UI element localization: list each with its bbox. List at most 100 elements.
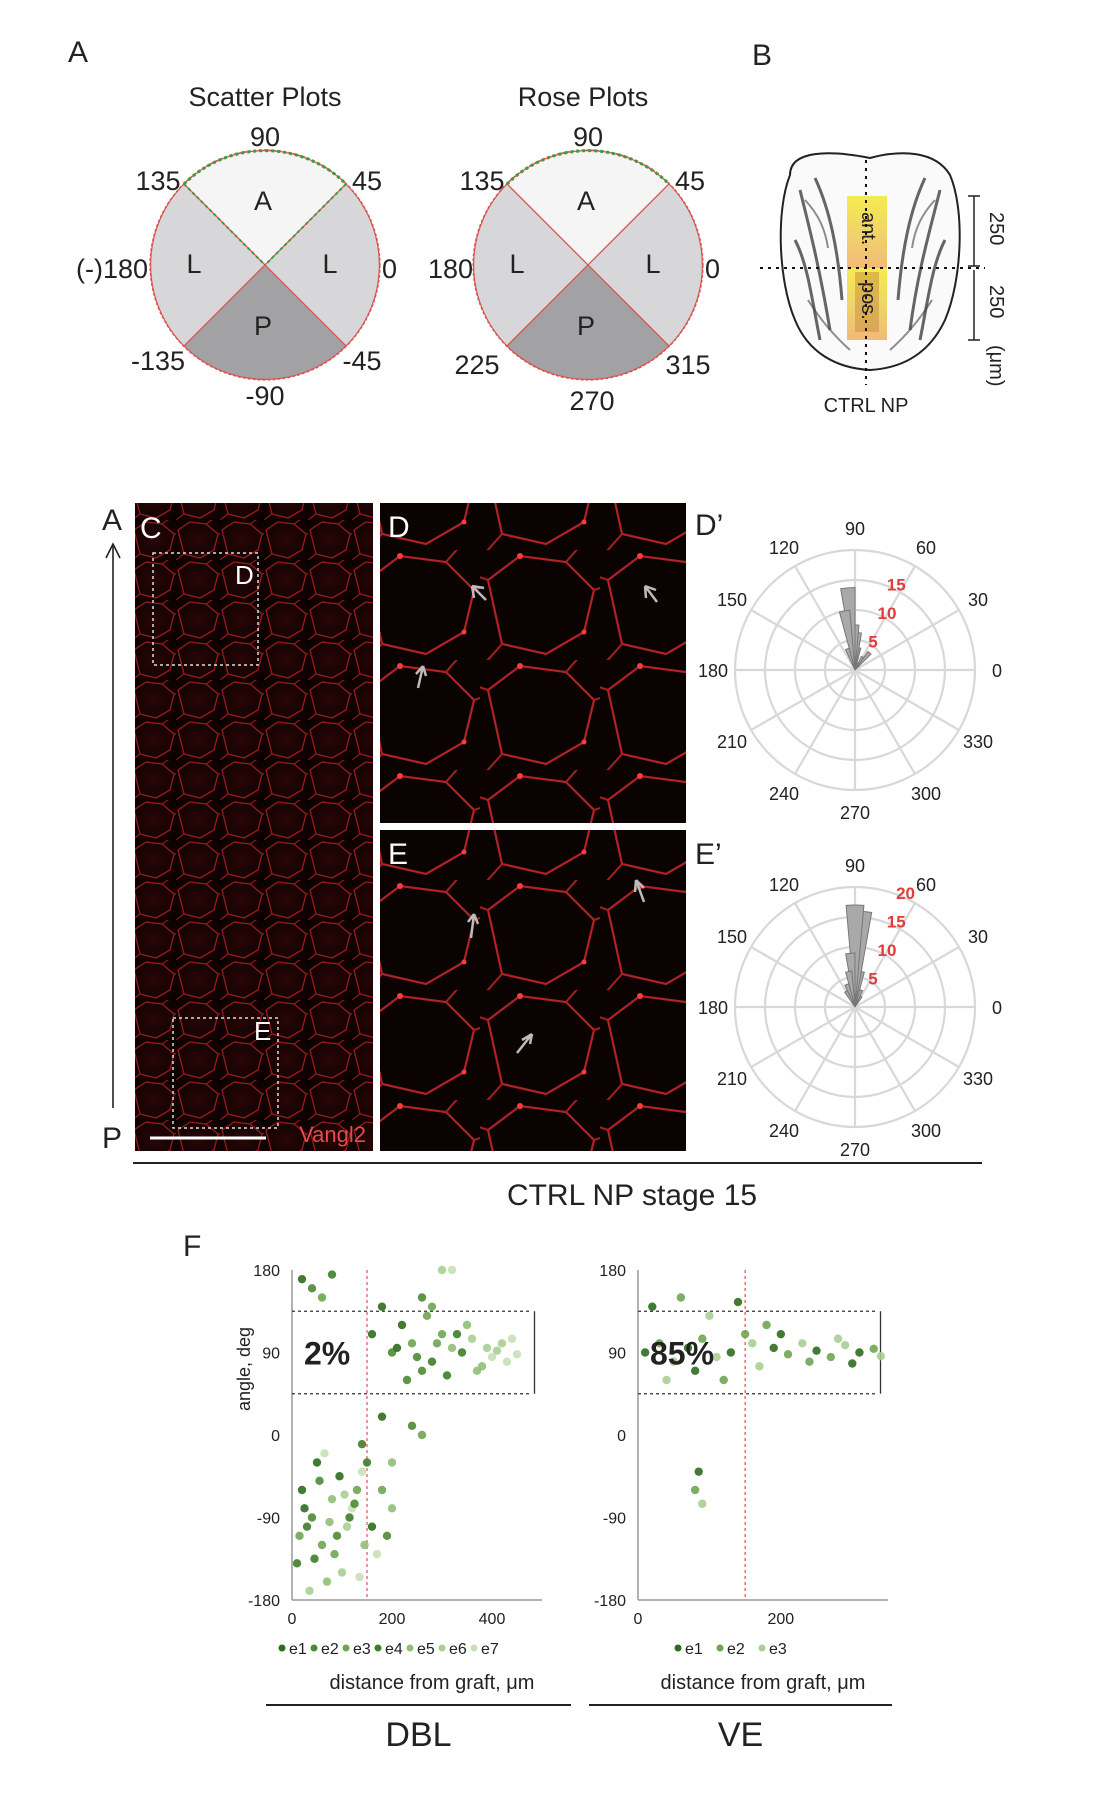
data-point bbox=[512, 1350, 522, 1359]
data-point bbox=[776, 1329, 786, 1339]
y-tick-label: -180 bbox=[594, 1593, 626, 1610]
angle-label: 45 bbox=[352, 166, 382, 196]
y-tick-label: 90 bbox=[608, 1346, 626, 1363]
data-point bbox=[387, 1458, 397, 1467]
rose-angle-label: 30 bbox=[968, 590, 988, 610]
data-point bbox=[422, 1311, 432, 1321]
data-point bbox=[317, 1540, 327, 1550]
data-point bbox=[407, 1339, 417, 1348]
rose-petal bbox=[854, 650, 872, 671]
data-point bbox=[292, 1559, 302, 1568]
rose-angle-label: 240 bbox=[769, 784, 799, 804]
data-point bbox=[694, 1467, 703, 1476]
rose-angle-label: 150 bbox=[717, 927, 747, 947]
anterior-label: ant. bbox=[857, 212, 879, 245]
y-tick-label: -180 bbox=[248, 1593, 280, 1610]
data-point bbox=[462, 1320, 472, 1330]
data-point bbox=[355, 1572, 364, 1582]
data-point bbox=[876, 1351, 886, 1361]
data-point bbox=[748, 1339, 757, 1348]
y-tick-label: 90 bbox=[262, 1346, 280, 1363]
rose-plot-diagram: Rose Plots A L L P 90 135 45 180 0 225 3… bbox=[428, 82, 720, 416]
data-point bbox=[392, 1343, 402, 1353]
micrograph-panel-c: A P C D E Vangl2 bbox=[102, 503, 373, 1155]
data-point bbox=[740, 1329, 750, 1339]
data-point bbox=[357, 1439, 367, 1449]
panel-label-b: B bbox=[752, 39, 772, 72]
data-point bbox=[472, 1366, 482, 1376]
percentage-annotation: 85% bbox=[650, 1336, 714, 1372]
rose-angle-label: 90 bbox=[845, 856, 865, 876]
scatter-plots-title: Scatter Plots bbox=[188, 82, 341, 112]
x-tick-label: 400 bbox=[479, 1611, 506, 1628]
angle-label: 270 bbox=[569, 386, 614, 416]
data-point bbox=[669, 1357, 678, 1366]
data-point bbox=[412, 1352, 422, 1362]
rose-angle-label: 270 bbox=[840, 803, 870, 823]
data-point bbox=[840, 1340, 850, 1350]
dimension-unit: (μm) bbox=[985, 345, 1007, 387]
angle-label: 0 bbox=[382, 254, 397, 284]
angle-label: 180 bbox=[428, 254, 473, 284]
data-point bbox=[387, 1504, 397, 1513]
ap-axis-p: P bbox=[102, 1122, 122, 1155]
data-point bbox=[826, 1352, 836, 1362]
data-point bbox=[342, 1522, 352, 1531]
data-point bbox=[769, 1343, 778, 1353]
rose-ring-label: 10 bbox=[878, 604, 897, 623]
data-point bbox=[377, 1412, 387, 1421]
data-point bbox=[497, 1339, 507, 1348]
data-point bbox=[805, 1357, 814, 1366]
x-tick-label: 200 bbox=[768, 1611, 795, 1628]
panel-label-d: D bbox=[388, 511, 410, 544]
rose-ring-label: 15 bbox=[887, 912, 906, 931]
inset-e-label: E bbox=[254, 1016, 271, 1046]
chart-title: VE bbox=[718, 1716, 763, 1754]
ap-axis-a: A bbox=[102, 504, 122, 537]
data-point bbox=[352, 1485, 362, 1495]
legend-label: e2 bbox=[727, 1641, 745, 1658]
data-point bbox=[302, 1522, 312, 1531]
data-point bbox=[350, 1499, 359, 1508]
data-point bbox=[698, 1334, 707, 1343]
chart-title: DBL bbox=[385, 1716, 451, 1754]
inset-d-label: D bbox=[235, 560, 254, 590]
legend-label: e3 bbox=[769, 1641, 787, 1658]
rose-angle-label: 150 bbox=[717, 590, 747, 610]
micrograph-panel-d: D bbox=[380, 503, 686, 823]
data-point bbox=[345, 1513, 354, 1522]
sector-a: A bbox=[577, 186, 595, 216]
data-point bbox=[295, 1531, 304, 1541]
rose-plots-title: Rose Plots bbox=[518, 82, 649, 112]
data-point bbox=[307, 1284, 317, 1293]
data-point bbox=[869, 1344, 878, 1354]
data-point bbox=[783, 1350, 793, 1359]
data-point bbox=[662, 1375, 671, 1385]
rose-angle-label: 240 bbox=[769, 1121, 799, 1141]
panel-label-d-prime: D’ bbox=[695, 509, 723, 542]
angle-label: 135 bbox=[459, 166, 504, 196]
data-point bbox=[762, 1320, 771, 1330]
angle-label: 225 bbox=[454, 350, 499, 380]
panel-label-f: F bbox=[183, 1230, 201, 1263]
data-point bbox=[362, 1458, 372, 1467]
legend-label: e1 bbox=[685, 1641, 703, 1658]
y-tick-label: 0 bbox=[271, 1428, 280, 1445]
legend-label: e5 bbox=[417, 1641, 435, 1658]
rose-angle-label: 300 bbox=[911, 1121, 941, 1141]
data-point bbox=[330, 1549, 339, 1559]
y-axis-label: angle, deg bbox=[234, 1327, 254, 1411]
legend-label: e4 bbox=[385, 1641, 403, 1658]
ctrl-np-caption: CTRL NP bbox=[824, 395, 909, 417]
rose-angle-label: 210 bbox=[717, 732, 747, 752]
sector-a: A bbox=[254, 186, 272, 216]
data-point bbox=[367, 1329, 377, 1339]
data-point bbox=[327, 1270, 337, 1279]
data-point bbox=[487, 1352, 497, 1362]
data-point bbox=[482, 1343, 492, 1353]
rose-angle-label: 120 bbox=[769, 538, 799, 558]
y-tick-label: 0 bbox=[617, 1428, 626, 1445]
ctrl-np-stage-caption: CTRL NP stage 15 bbox=[507, 1179, 757, 1212]
rose-angle-label: 330 bbox=[963, 732, 993, 752]
